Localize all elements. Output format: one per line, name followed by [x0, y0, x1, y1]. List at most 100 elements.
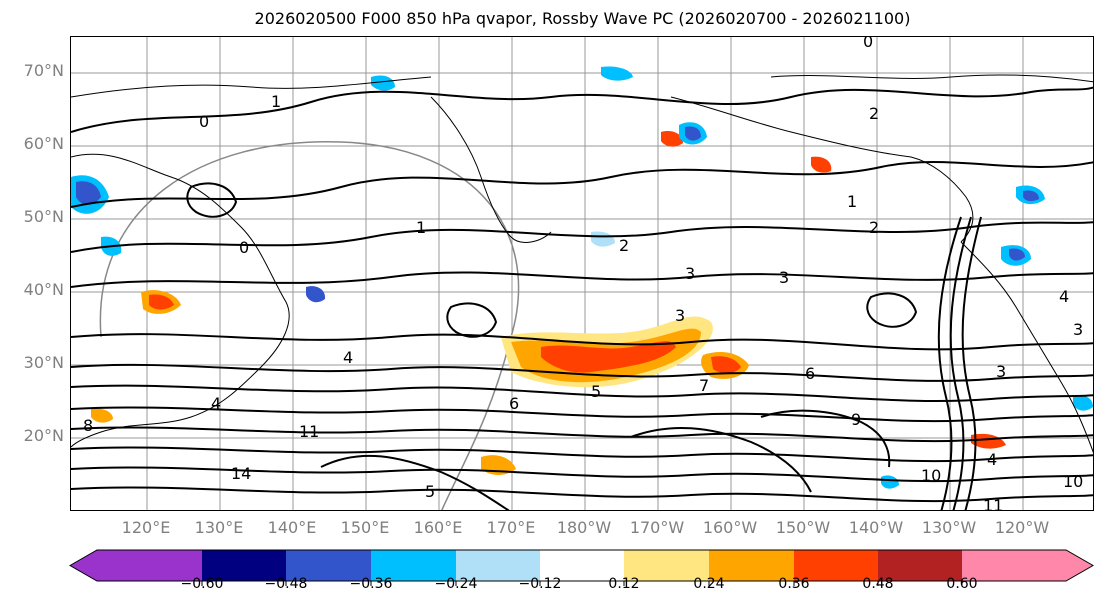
- contour-label: 2: [869, 104, 879, 123]
- colorbar-segment: [794, 550, 878, 581]
- contour-label: 3: [779, 268, 789, 287]
- contour-subtropical-loop-1: [320, 454, 510, 510]
- positive-band-central-pacific-red: [541, 341, 676, 373]
- contour-6: [71, 384, 1093, 402]
- lon-label-150e: 150°E: [340, 518, 390, 537]
- positive-band-west-core: [149, 294, 174, 310]
- negative-band-alaska-core: [1023, 190, 1039, 202]
- contour-label: 10: [1063, 472, 1083, 491]
- lon-label-170w: 170°W: [629, 518, 685, 537]
- contour-labels: 0 0 1 1 2 2 3 3 3 4 4 5 6 6 7 8 9 10 11 …: [83, 37, 1083, 511]
- coastline-kamchatka: [430, 96, 552, 243]
- negative-band-bering: [591, 231, 615, 247]
- contour-5: [71, 363, 1093, 382]
- contour-8: [71, 426, 1093, 443]
- colorbar-tick-label: 0.24: [693, 576, 725, 592]
- contour-subtropical-loop-2: [630, 426, 812, 493]
- contour-label: 1: [271, 92, 281, 111]
- map-title: 2026020500 F000 850 hPa qvapor, Rossby W…: [254, 9, 911, 28]
- contour-label: 4: [1059, 287, 1069, 306]
- contour-label: 5: [591, 382, 601, 401]
- contour-9: [71, 446, 1093, 463]
- orthographic-outline: [99, 141, 520, 510]
- negative-band-kamchatka-core: [685, 126, 701, 141]
- contour-label: 6: [509, 394, 519, 413]
- lat-label-20n: 20°N: [23, 426, 64, 445]
- negative-band-bc-core: [1009, 248, 1025, 261]
- contour-11: [71, 486, 1093, 503]
- colorbar-segment: [540, 550, 624, 581]
- map-panel: 0 0 1 1 2 2 3 3 3 4 4 5 6 6 7 8 9 10 11 …: [70, 36, 1094, 511]
- contour-label: 0: [863, 37, 873, 51]
- lon-label-180w: 180°W: [556, 518, 612, 537]
- colorbar-tick-label: −0.24: [434, 576, 478, 592]
- colorbar-tick-label: 0.12: [608, 576, 640, 592]
- contour-label: 2: [619, 236, 629, 255]
- contour-label: 3: [1073, 320, 1083, 339]
- contour-label: 1: [416, 218, 426, 237]
- contour-4: [71, 333, 1093, 351]
- contour-east-vertical-2: [949, 216, 972, 510]
- negative-band-east-pacific: [1073, 395, 1093, 411]
- contour-2: [71, 221, 1093, 253]
- contour-closed-1: [446, 302, 498, 338]
- contour-label: 14: [231, 464, 251, 483]
- lon-label-140w: 140°W: [848, 518, 904, 537]
- colorbar-tick-label: −0.60: [180, 576, 224, 592]
- lon-label-150w: 150°W: [775, 518, 831, 537]
- positive-band-sw: [91, 408, 113, 423]
- contour-label: 3: [675, 306, 685, 325]
- contour-label: 2: [869, 218, 879, 237]
- colorbar-tick-label: −0.12: [518, 576, 562, 592]
- negative-shading-bands: [71, 66, 1093, 489]
- contour-10: [71, 466, 1093, 483]
- lat-label-70n: 70°N: [23, 61, 64, 80]
- colorbar-tick-label: −0.48: [264, 576, 308, 592]
- colorbar-tick-label: 0.60: [946, 576, 978, 592]
- graticule: [71, 37, 1093, 510]
- contour-closed-2: [866, 292, 918, 328]
- positive-band-north: [661, 131, 683, 147]
- projection-circle: [99, 141, 520, 510]
- contour-label: 11: [299, 422, 319, 441]
- negative-band-se: [881, 475, 899, 489]
- lat-label-50n: 50°N: [23, 207, 64, 226]
- colorbar-extend-max: [1066, 550, 1093, 581]
- contour-label: 0: [239, 238, 249, 257]
- coastline-arctic-america: [770, 74, 1093, 83]
- negative-band-west-coast-core: [76, 181, 101, 205]
- contour-label: 9: [851, 410, 861, 429]
- lon-label-130w: 130°W: [921, 518, 977, 537]
- map-canvas: 0 0 1 1 2 2 3 3 3 4 4 5 6 6 7 8 9 10 11 …: [71, 37, 1093, 511]
- colorbar: [68, 549, 1095, 586]
- lat-label-40n: 40°N: [23, 280, 64, 299]
- positive-band-alaska: [811, 156, 832, 173]
- contour-subtropical-loop-3: [760, 409, 891, 468]
- colorbar-tick-label: −0.36: [349, 576, 393, 592]
- lon-label-160w: 160°W: [702, 518, 758, 537]
- positive-band-hawaii-core: [711, 356, 741, 374]
- colorbar-segment: [97, 550, 202, 581]
- contour-closed-3: [186, 182, 238, 218]
- lon-label-130e: 130°E: [194, 518, 244, 537]
- colorbar-segment: [456, 550, 540, 581]
- contour-label: 7: [699, 376, 709, 395]
- colorbar-segment: [709, 550, 794, 581]
- contour-label: 10: [921, 466, 941, 485]
- colorbar-segment: [624, 550, 709, 581]
- positive-shading-bands: [91, 131, 1006, 475]
- contour-7: [71, 406, 1093, 423]
- colorbar-segment: [202, 550, 286, 581]
- contour-label: 1: [847, 192, 857, 211]
- colorbar-outline: [68, 549, 1095, 582]
- negative-band-japan: [306, 286, 326, 303]
- contour-label: 6: [805, 364, 815, 383]
- contour-lines: [71, 86, 1093, 510]
- lon-label-140e: 140°E: [267, 518, 317, 537]
- lat-label-60n: 60°N: [23, 134, 64, 153]
- contour-label: 11: [983, 496, 1003, 511]
- coastline-alaska: [670, 96, 974, 243]
- colorbar-extend-min: [70, 550, 97, 581]
- contour-label: 3: [996, 362, 1006, 381]
- contour-east-vertical-1: [937, 216, 962, 510]
